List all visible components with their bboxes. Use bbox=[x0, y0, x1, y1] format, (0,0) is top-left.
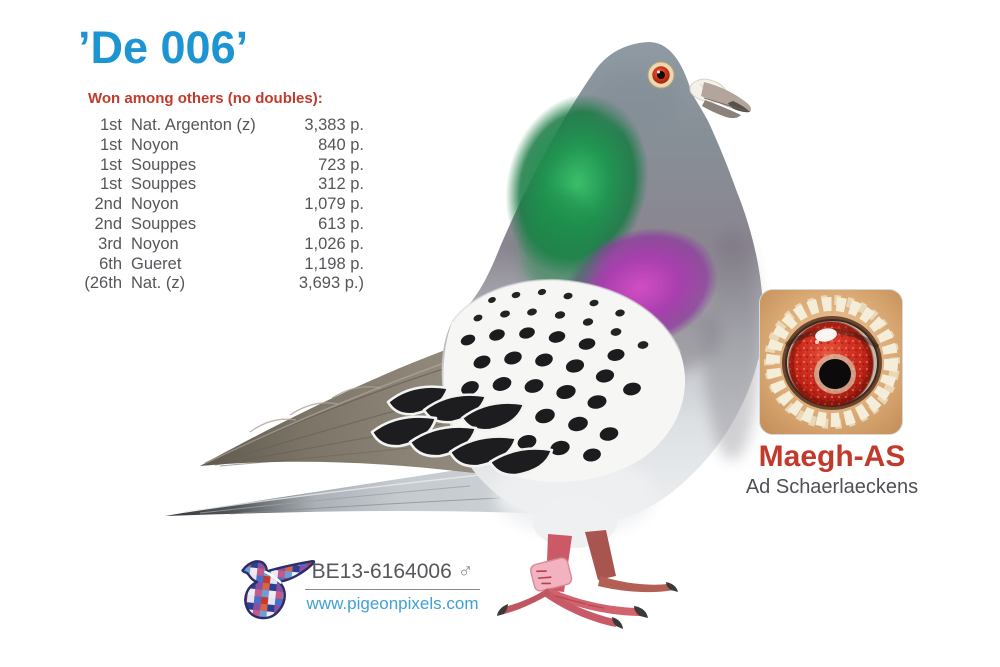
result-row: 1st Nat. Argenton (z) 3,383 p. bbox=[99, 116, 364, 134]
ring-number-line: BE13-6164006 ♂ bbox=[305, 560, 480, 590]
pigeon-wing-shield bbox=[370, 278, 686, 483]
pigeonpixels-logo bbox=[241, 559, 316, 620]
ring-block: BE13-6164006 ♂ www.pigeonpixels.com bbox=[305, 560, 480, 614]
results-panel: Won among others (no doubles): 1st Nat. … bbox=[76, 90, 376, 294]
male-icon: ♂ bbox=[457, 560, 474, 583]
result-row: (26th Nat. (z) 3,693 p.) bbox=[84, 274, 364, 293]
result-row: 2nd Souppes 613 p. bbox=[94, 214, 364, 233]
eye-photo bbox=[759, 289, 903, 435]
result-row: 3rd Noyon 1,026 p. bbox=[98, 234, 364, 253]
pigeon-legs bbox=[497, 496, 678, 629]
result-row: 2nd Noyon 1,079 p. bbox=[94, 195, 364, 214]
breeder-subtitle: Ad Schaerlaeckens bbox=[745, 476, 919, 498]
pigeon-head bbox=[594, 61, 751, 128]
website-text: www.pigeonpixels.com bbox=[306, 594, 479, 613]
result-row: 1st Souppes 723 p. bbox=[99, 155, 364, 174]
page-title: ’De 006’ bbox=[78, 22, 249, 73]
ring-number: BE13-6164006 bbox=[311, 560, 452, 583]
result-row: 6th Gueret 1,198 p. bbox=[99, 254, 364, 273]
result-row: 1st Souppes 312 p. bbox=[99, 175, 364, 194]
result-row: 1st Noyon 840 p. bbox=[99, 135, 364, 154]
breeder-name: Maegh-AS bbox=[758, 440, 906, 473]
pigeon-tail bbox=[165, 466, 548, 516]
breeder-block: Maegh-AS Ad Schaerlaeckens bbox=[727, 441, 937, 499]
results-heading: Won among others (no doubles): bbox=[88, 90, 323, 107]
leg-ring-band bbox=[529, 557, 573, 592]
results-table: 1st Nat. Argenton (z) 3,383 p. 1st Noyon… bbox=[76, 116, 376, 294]
